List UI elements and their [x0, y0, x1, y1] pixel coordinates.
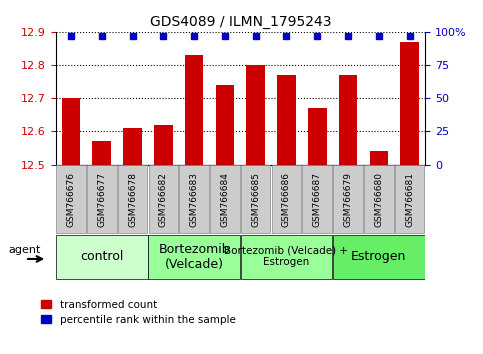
Bar — [277, 75, 296, 165]
Text: Bortezomib
(Velcade): Bortezomib (Velcade) — [158, 242, 230, 271]
FancyBboxPatch shape — [118, 165, 147, 233]
Text: GSM766676: GSM766676 — [67, 172, 75, 227]
FancyBboxPatch shape — [149, 165, 178, 233]
Text: GSM766681: GSM766681 — [405, 172, 414, 227]
Bar — [123, 128, 142, 165]
Bar — [246, 65, 265, 165]
Bar — [215, 85, 234, 165]
FancyBboxPatch shape — [56, 235, 148, 279]
Text: GSM766683: GSM766683 — [190, 172, 199, 227]
Text: agent: agent — [8, 245, 41, 255]
Bar — [154, 125, 172, 165]
FancyBboxPatch shape — [87, 165, 116, 233]
FancyBboxPatch shape — [302, 165, 332, 233]
Text: GSM766680: GSM766680 — [374, 172, 384, 227]
FancyBboxPatch shape — [333, 165, 363, 233]
Bar — [62, 98, 80, 165]
Legend: transformed count, percentile rank within the sample: transformed count, percentile rank withi… — [37, 296, 240, 329]
Text: GSM766686: GSM766686 — [282, 172, 291, 227]
Title: GDS4089 / ILMN_1795243: GDS4089 / ILMN_1795243 — [150, 16, 331, 29]
FancyBboxPatch shape — [272, 165, 301, 233]
Bar — [369, 152, 388, 165]
Text: GSM766684: GSM766684 — [220, 172, 229, 227]
FancyBboxPatch shape — [241, 235, 332, 279]
Text: GSM766682: GSM766682 — [159, 172, 168, 227]
Text: Estrogen: Estrogen — [351, 250, 407, 263]
FancyBboxPatch shape — [179, 165, 209, 233]
Text: Bortezomib (Velcade) +
Estrogen: Bortezomib (Velcade) + Estrogen — [225, 246, 348, 268]
FancyBboxPatch shape — [364, 165, 394, 233]
FancyBboxPatch shape — [56, 165, 85, 233]
Bar — [339, 75, 357, 165]
FancyBboxPatch shape — [333, 235, 425, 279]
Bar — [308, 108, 327, 165]
Text: GSM766677: GSM766677 — [97, 172, 106, 227]
Text: GSM766685: GSM766685 — [251, 172, 260, 227]
Bar — [92, 141, 111, 165]
Bar — [400, 42, 419, 165]
Text: GSM766687: GSM766687 — [313, 172, 322, 227]
FancyBboxPatch shape — [395, 165, 425, 233]
FancyBboxPatch shape — [241, 165, 270, 233]
FancyBboxPatch shape — [210, 165, 240, 233]
Text: GSM766678: GSM766678 — [128, 172, 137, 227]
Text: GSM766679: GSM766679 — [343, 172, 353, 227]
Text: control: control — [80, 250, 124, 263]
FancyBboxPatch shape — [148, 235, 240, 279]
Bar — [185, 55, 203, 165]
